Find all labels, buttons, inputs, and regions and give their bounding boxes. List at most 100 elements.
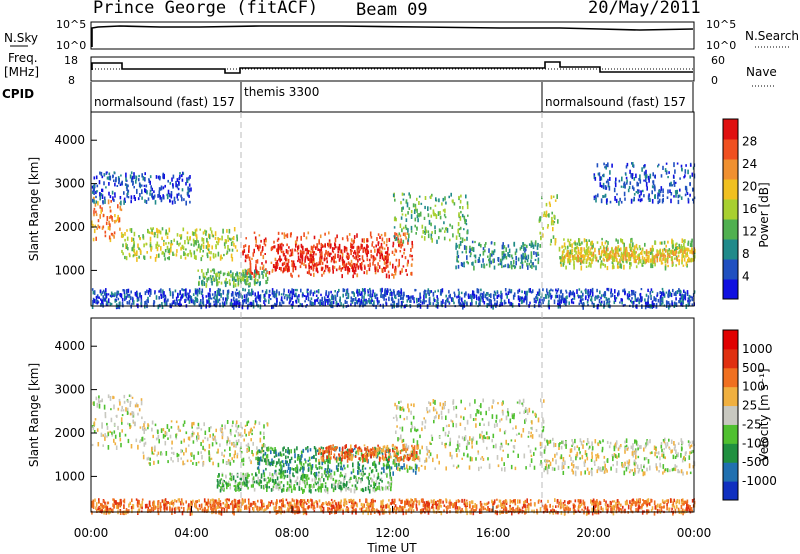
heatmap-cell xyxy=(114,220,116,224)
heatmap-cell xyxy=(414,209,416,213)
heatmap-cell xyxy=(677,254,680,258)
heatmap-cell xyxy=(384,292,387,297)
heatmap-cell xyxy=(640,299,643,303)
heatmap-cell xyxy=(526,244,528,249)
heatmap-cell xyxy=(308,456,311,461)
heatmap-cell xyxy=(416,214,419,219)
heatmap-cell xyxy=(253,281,256,285)
heatmap-cell xyxy=(337,457,339,462)
heatmap-cell xyxy=(527,265,529,270)
heatmap-cell xyxy=(492,304,494,310)
heatmap-cell xyxy=(165,431,168,437)
heatmap-cell xyxy=(133,254,135,257)
heatmap-cell xyxy=(402,297,404,301)
heatmap-cell xyxy=(550,288,552,292)
heatmap-cell xyxy=(210,270,212,273)
heatmap-cell xyxy=(187,444,190,447)
heatmap-cell xyxy=(297,245,300,250)
heatmap-cell xyxy=(361,291,363,295)
heatmap-cell xyxy=(494,302,496,306)
heatmap-cell xyxy=(133,172,135,177)
heatmap-cell xyxy=(687,169,689,175)
heatmap-cell xyxy=(430,235,433,240)
heatmap-cell xyxy=(396,292,399,295)
heatmap-cell xyxy=(310,273,312,276)
heatmap-cell xyxy=(650,297,652,300)
heatmap-cell xyxy=(601,184,603,188)
heatmap-cell xyxy=(654,240,657,245)
heatmap-cell xyxy=(174,289,177,293)
heatmap-cell xyxy=(413,211,416,214)
heatmap-cell xyxy=(346,300,348,304)
heatmap-cell xyxy=(602,257,605,261)
heatmap-cell xyxy=(647,295,650,299)
heatmap-cell xyxy=(110,232,113,236)
heatmap-cell xyxy=(393,291,395,296)
heatmap-cell xyxy=(287,289,290,294)
heatmap-cell xyxy=(579,260,582,265)
heatmap-cell xyxy=(620,200,623,204)
heatmap-cell xyxy=(611,293,614,297)
heatmap-cell xyxy=(366,446,369,451)
heatmap-cell xyxy=(501,265,503,269)
heatmap-cell xyxy=(173,238,175,242)
heatmap-cell xyxy=(579,299,582,303)
heatmap-cell xyxy=(312,258,315,261)
heatmap-cell xyxy=(312,255,315,260)
heatmap-cell xyxy=(328,291,330,296)
heatmap-cell xyxy=(318,461,320,465)
heatmap-cell xyxy=(356,250,359,255)
heatmap-cell xyxy=(315,294,318,297)
heatmap-cell xyxy=(105,303,108,306)
heatmap-cell xyxy=(135,293,138,297)
heatmap-cell xyxy=(173,253,175,256)
heatmap-cell xyxy=(360,298,363,304)
heatmap-cell xyxy=(479,294,482,297)
heatmap-cell xyxy=(207,292,210,298)
heatmap-cell xyxy=(358,290,361,296)
heatmap-cell xyxy=(689,259,691,263)
heatmap-cell xyxy=(422,299,425,303)
heatmap-cell xyxy=(571,243,573,249)
heatmap-cell xyxy=(674,190,677,194)
heatmap-cell xyxy=(600,250,603,254)
heatmap-cell xyxy=(227,235,229,239)
heatmap-cell xyxy=(294,460,296,463)
heatmap-cell xyxy=(604,194,606,198)
heatmap-cell xyxy=(629,181,632,185)
heatmap-cell xyxy=(184,256,187,260)
heatmap-cell xyxy=(282,244,284,247)
heatmap-cell xyxy=(417,213,419,217)
heatmap-cell xyxy=(323,271,325,275)
heatmap-cell xyxy=(200,243,203,247)
heatmap-cell xyxy=(110,294,113,298)
heatmap-cell xyxy=(129,425,132,428)
heatmap-cell xyxy=(427,290,429,295)
heatmap-cell xyxy=(202,445,204,450)
heatmap-cell xyxy=(661,287,664,290)
heatmap-cell xyxy=(300,253,302,259)
heatmap-cell xyxy=(167,437,169,440)
heatmap-cell xyxy=(619,248,621,252)
heatmap-cell xyxy=(152,227,154,230)
heatmap-cell xyxy=(255,260,257,264)
heatmap-cell xyxy=(226,441,228,446)
heatmap-cell xyxy=(379,457,382,460)
heatmap-cell xyxy=(185,293,188,299)
heatmap-cell xyxy=(262,443,265,448)
heatmap-cell xyxy=(166,424,169,429)
heatmap-cell xyxy=(641,296,643,301)
heatmap-cell xyxy=(511,257,514,260)
heatmap-cell xyxy=(483,301,486,305)
heatmap-cell xyxy=(269,294,271,297)
heatmap-cell xyxy=(370,300,372,304)
heatmap-cell xyxy=(182,293,184,298)
heatmap-cell xyxy=(346,452,348,457)
heatmap-cell xyxy=(429,302,432,305)
heatmap-cell xyxy=(431,193,433,197)
heatmap-cell xyxy=(189,289,191,293)
heatmap-cell xyxy=(144,172,146,176)
heatmap-cell xyxy=(351,243,353,249)
heatmap-cell xyxy=(299,249,302,255)
heatmap-cell xyxy=(608,301,610,305)
